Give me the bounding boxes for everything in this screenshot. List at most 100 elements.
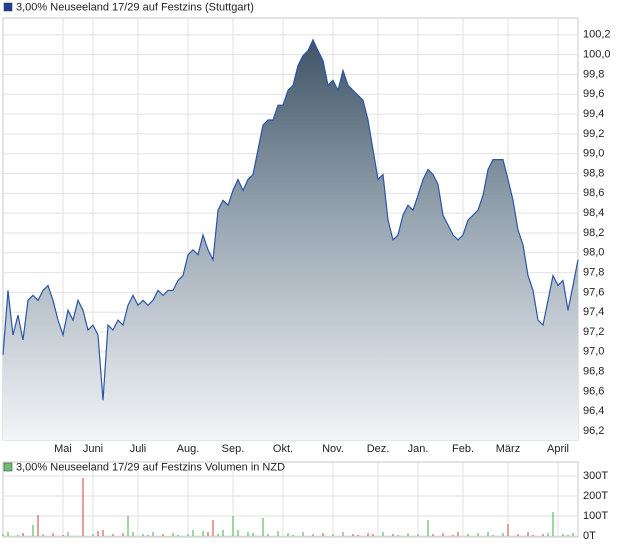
legend-label: 3,00% Neuseeland 17/29 auf Festzins (Stu… xyxy=(16,1,254,13)
volume-bar xyxy=(32,525,34,536)
volume-bar xyxy=(67,532,69,536)
y-tick-label: 98,4 xyxy=(583,207,604,219)
y-tick-label: 99,4 xyxy=(583,108,604,120)
x-tick-label: Okt. xyxy=(273,443,293,455)
volume-bar xyxy=(252,533,254,536)
volume-bar xyxy=(112,534,114,536)
volume-bar xyxy=(102,530,104,536)
volume-bar xyxy=(372,534,374,536)
y-tick-label: 98,6 xyxy=(583,187,604,199)
y-tick-label: 99,2 xyxy=(583,128,604,140)
y-tick-label: 96,6 xyxy=(583,385,604,397)
volume-bar xyxy=(247,532,249,536)
volume-bar xyxy=(432,534,434,536)
x-tick-label: Dez. xyxy=(367,443,390,455)
volume-bar xyxy=(567,535,569,536)
volume-bar xyxy=(232,516,234,536)
volume-bar xyxy=(7,532,9,536)
volume-bar xyxy=(477,533,479,536)
volume-bar xyxy=(212,520,214,536)
y-tick-label: 98,8 xyxy=(583,167,604,179)
volume-bar xyxy=(132,532,134,536)
volume-bar xyxy=(532,535,534,536)
volume-bar xyxy=(147,535,149,536)
volume-bar xyxy=(302,532,304,536)
y-tick-label: 98,2 xyxy=(583,227,604,239)
volume-bar xyxy=(367,533,369,536)
volume-bar xyxy=(207,532,209,536)
volume-bar xyxy=(187,534,189,536)
x-tick-label: März xyxy=(496,443,520,455)
volume-bar xyxy=(397,535,399,536)
volume-bar xyxy=(517,534,519,536)
volume-bar xyxy=(177,535,179,536)
volume-bar xyxy=(37,515,39,536)
volume-panel xyxy=(2,461,579,538)
volume-bar xyxy=(392,534,394,536)
volume-bar xyxy=(562,534,564,536)
volume-bar xyxy=(162,534,164,536)
y-tick-label: 98,0 xyxy=(583,247,604,259)
x-tick-label: Jan. xyxy=(408,443,429,455)
volume-bar xyxy=(262,518,264,536)
volume-bar xyxy=(237,530,239,536)
volume-bar xyxy=(542,534,544,536)
volume-bar xyxy=(417,534,419,536)
volume-bar xyxy=(192,530,194,536)
volume-bar xyxy=(287,533,289,536)
volume-bar xyxy=(572,533,574,536)
volume-bar xyxy=(507,524,509,536)
volume-bar xyxy=(357,535,359,536)
y-tick-label: 200T xyxy=(583,490,608,502)
y-tick-label: 100T xyxy=(583,510,608,522)
volume-bar xyxy=(152,532,154,536)
volume-bar xyxy=(97,531,99,536)
volume-bar xyxy=(127,516,129,536)
y-tick-label: 300T xyxy=(583,470,608,482)
y-tick-label: 97,2 xyxy=(583,326,604,338)
y-tick-label: 97,0 xyxy=(583,346,604,358)
y-tick-label: 97,8 xyxy=(583,266,604,278)
volume-bar xyxy=(457,532,459,536)
plot-layer: 96,2 96,4 96,6 96,8 97,0 97,2 97,4 97,6 97,8 98,0… xyxy=(2,18,611,542)
volume-bar xyxy=(547,533,549,536)
legend-swatch xyxy=(3,2,13,12)
volume-bar xyxy=(382,532,384,536)
volume-bar xyxy=(332,534,334,536)
y-tick-label: 96,2 xyxy=(583,425,604,437)
volume-bar xyxy=(527,532,529,536)
y-tick-label: 96,4 xyxy=(583,405,604,417)
x-tick-label: Sep. xyxy=(222,443,245,455)
x-tick-label: Juli xyxy=(130,443,147,455)
volume-bar xyxy=(442,533,444,536)
x-tick-label: Nov. xyxy=(322,443,344,455)
volume-bar xyxy=(62,535,64,536)
volume-bar xyxy=(492,535,494,536)
y-tick-label: 97,6 xyxy=(583,286,604,298)
y-tick-label: 96,8 xyxy=(583,366,604,378)
volume-bar xyxy=(407,533,409,536)
volume-bar xyxy=(202,531,204,536)
volume-bar xyxy=(467,534,469,536)
volume-bar xyxy=(17,535,19,536)
legend-swatch xyxy=(3,462,13,472)
volume-bar xyxy=(42,534,44,536)
area-fill xyxy=(3,39,578,440)
volume-bar xyxy=(52,533,54,536)
y-tick-label: 99,6 xyxy=(583,88,604,100)
volume-bar xyxy=(82,478,84,536)
volume-bar xyxy=(452,535,454,536)
volume-bar xyxy=(487,532,489,536)
volume-bar xyxy=(552,512,554,536)
volume-bar xyxy=(322,533,324,536)
legend-label: 3,00% Neuseeland 17/29 auf Festzins Volu… xyxy=(16,461,285,473)
y-tick-label: 100,0 xyxy=(583,49,611,61)
y-tick-label: 0T xyxy=(583,530,596,542)
y-tick-label: 97,4 xyxy=(583,306,604,318)
y-tick-label: 99,8 xyxy=(583,68,604,80)
x-tick-label: Mai xyxy=(54,443,72,455)
volume-bar xyxy=(502,533,504,536)
volume-bar xyxy=(342,532,344,536)
